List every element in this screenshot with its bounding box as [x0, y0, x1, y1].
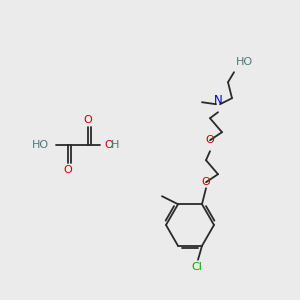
Text: HO: HO — [32, 140, 49, 150]
Text: H: H — [111, 140, 119, 150]
Text: O: O — [64, 165, 72, 175]
Text: O: O — [104, 140, 113, 150]
Text: HO: HO — [236, 57, 253, 67]
Text: O: O — [84, 115, 92, 125]
Text: Cl: Cl — [192, 262, 203, 272]
Text: O: O — [206, 135, 214, 145]
Text: N: N — [214, 94, 222, 107]
Text: O: O — [202, 177, 210, 187]
